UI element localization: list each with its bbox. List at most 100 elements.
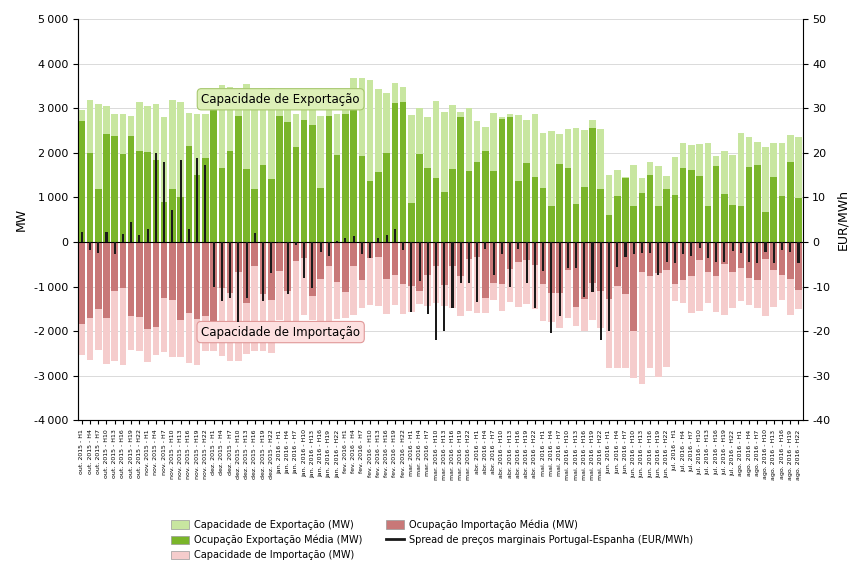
Bar — [556, 164, 562, 242]
Bar — [194, 175, 200, 242]
Bar — [690, 242, 692, 257]
Bar — [384, 153, 390, 242]
Bar — [647, 242, 653, 276]
Bar — [111, 114, 118, 242]
Bar — [531, 176, 538, 242]
Bar — [95, 242, 102, 350]
Bar — [746, 242, 753, 306]
Bar — [418, 242, 421, 281]
Bar — [105, 233, 107, 242]
Bar — [729, 155, 736, 242]
Bar — [342, 114, 349, 242]
Bar — [251, 92, 258, 242]
Bar — [367, 80, 373, 242]
Bar — [771, 143, 777, 242]
Bar — [251, 242, 258, 266]
Bar — [740, 242, 742, 253]
Bar — [548, 242, 555, 292]
Bar — [221, 242, 223, 301]
Bar — [204, 164, 206, 242]
Bar — [625, 242, 626, 257]
Bar — [573, 204, 580, 242]
Bar — [473, 121, 480, 242]
Bar — [169, 188, 175, 242]
Bar — [699, 242, 701, 249]
Bar — [704, 242, 711, 272]
Bar — [518, 242, 519, 249]
Bar — [147, 229, 149, 242]
Bar — [564, 242, 571, 318]
Bar — [688, 170, 695, 242]
Bar — [367, 242, 373, 258]
Bar — [210, 242, 217, 351]
Bar — [120, 114, 126, 242]
Bar — [202, 242, 208, 316]
Bar — [235, 116, 242, 242]
Bar — [556, 242, 562, 293]
Y-axis label: MW: MW — [15, 208, 28, 231]
Bar — [614, 170, 620, 242]
Bar — [658, 242, 659, 275]
Bar — [746, 242, 753, 278]
Bar — [210, 99, 217, 242]
Bar — [345, 238, 346, 242]
Bar — [631, 206, 637, 242]
Bar — [622, 242, 629, 294]
Bar — [213, 242, 214, 287]
Bar — [638, 242, 645, 272]
Bar — [359, 242, 365, 280]
Bar — [359, 77, 365, 242]
Bar — [268, 242, 275, 353]
Bar — [598, 242, 604, 291]
Bar — [688, 242, 695, 276]
Bar — [762, 212, 769, 242]
Bar — [795, 242, 802, 290]
Bar — [771, 176, 777, 242]
Bar — [564, 129, 571, 242]
Bar — [762, 147, 769, 242]
Bar — [772, 242, 775, 263]
Bar — [499, 119, 505, 242]
Bar — [581, 242, 588, 331]
Bar — [723, 242, 726, 262]
Bar — [161, 117, 168, 242]
Bar — [507, 242, 513, 302]
Bar — [765, 242, 766, 251]
Bar — [631, 242, 637, 378]
Bar — [473, 242, 480, 257]
Bar — [754, 142, 760, 242]
Bar — [797, 242, 799, 263]
Bar — [301, 242, 308, 258]
Bar — [202, 158, 208, 242]
Bar — [671, 157, 678, 242]
Bar — [581, 242, 588, 299]
Bar — [632, 242, 635, 254]
Bar — [114, 242, 116, 254]
Bar — [606, 242, 613, 368]
Bar — [499, 117, 505, 242]
Bar — [482, 127, 489, 242]
Bar — [284, 122, 291, 242]
Bar — [781, 242, 783, 250]
Bar — [696, 145, 703, 242]
Bar — [449, 105, 456, 242]
Bar — [696, 176, 703, 242]
Bar — [452, 242, 454, 308]
Bar — [787, 242, 793, 279]
Bar — [301, 120, 308, 242]
Bar — [327, 242, 330, 256]
Bar — [674, 242, 676, 263]
Bar — [501, 242, 503, 254]
Bar — [177, 242, 184, 320]
Bar — [226, 242, 233, 361]
Bar — [251, 189, 258, 242]
Bar — [301, 242, 308, 315]
Bar — [664, 176, 670, 242]
Bar — [375, 242, 382, 257]
Bar — [130, 222, 132, 242]
Bar — [137, 151, 143, 242]
Bar — [507, 117, 513, 242]
Bar — [606, 175, 613, 242]
Bar — [359, 156, 365, 242]
Bar — [548, 242, 555, 323]
